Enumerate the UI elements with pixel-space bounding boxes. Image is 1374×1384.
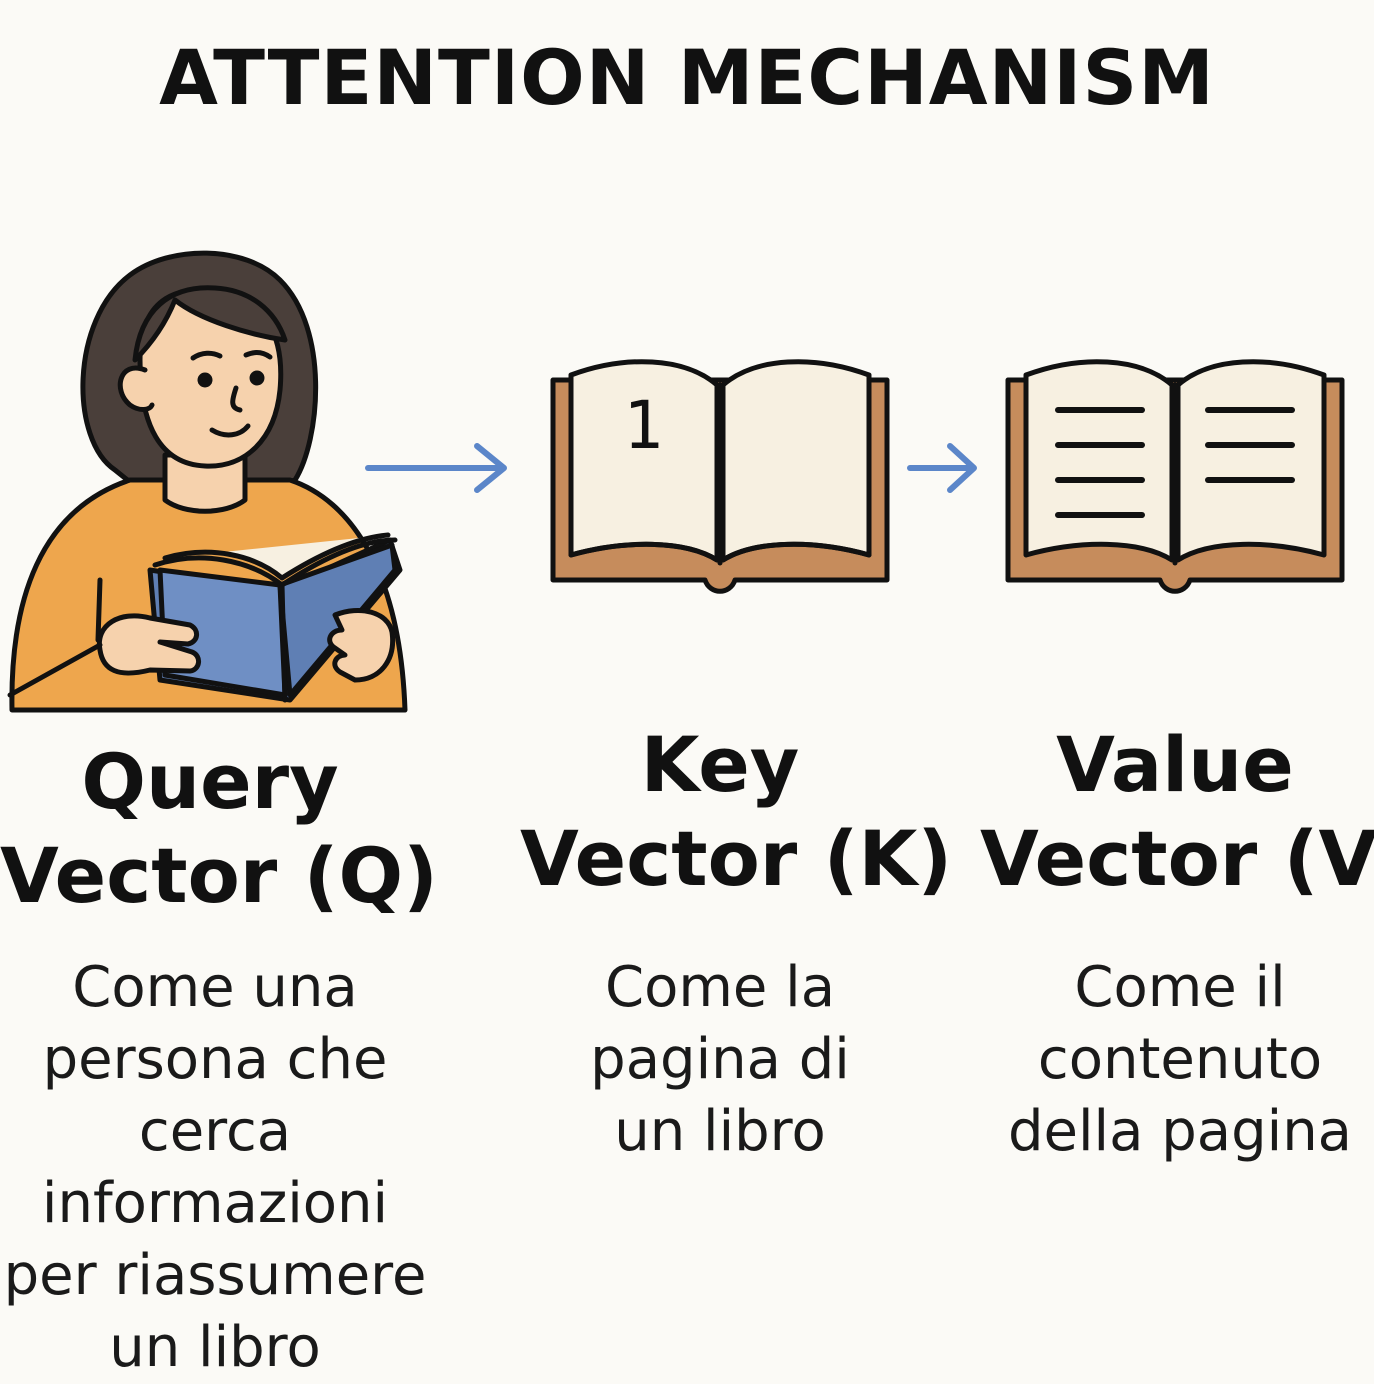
- description-line: Come la: [604, 955, 836, 1020]
- value-heading: Value Vector (V): [980, 718, 1374, 906]
- book-content-icon: [1005, 359, 1345, 594]
- arrow-right-icon: [365, 443, 507, 493]
- heading-line: Value: [1056, 720, 1294, 809]
- description-line: un libro: [614, 1099, 826, 1164]
- heading-line: Query: [81, 737, 339, 826]
- description-line: persona che: [42, 1027, 388, 1092]
- heading-line: Vector (V): [980, 814, 1374, 903]
- page-number: 1: [623, 387, 663, 464]
- heading-line: Vector (Q): [0, 831, 438, 920]
- description-line: pagina di: [590, 1027, 850, 1092]
- heading-line: Vector (K): [520, 814, 953, 903]
- description-line: Come una: [72, 955, 358, 1020]
- description-line: della pagina: [1007, 1099, 1352, 1164]
- query-heading: Query Vector (Q): [0, 735, 438, 923]
- description-line: Come il: [1074, 955, 1286, 1020]
- description-line: un libro: [109, 1315, 321, 1380]
- value-description: Come il contenuto della pagina: [990, 952, 1370, 1168]
- query-description: Come una persona che cerca informazioni …: [0, 952, 430, 1384]
- description-line: cerca: [138, 1099, 292, 1164]
- book-page-number-icon: 1: [550, 359, 890, 594]
- description-line: contenuto: [1037, 1027, 1323, 1092]
- arrow-right-icon: [907, 443, 977, 493]
- key-description: Come la pagina di un libro: [540, 952, 900, 1168]
- description-line: per riassumere: [3, 1243, 427, 1308]
- diagram-title: ATTENTION MECHANISM: [159, 33, 1215, 122]
- person-reading-icon: [7, 250, 408, 713]
- key-heading: Key Vector (K): [520, 718, 953, 906]
- description-line: informazioni: [41, 1171, 389, 1236]
- heading-line: Key: [640, 720, 800, 809]
